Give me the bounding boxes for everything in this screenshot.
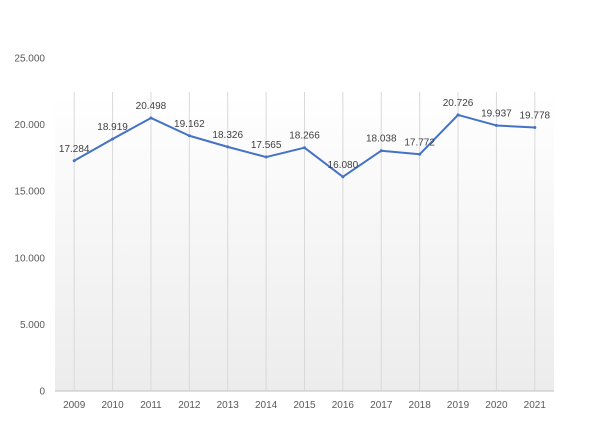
data-label: 20.498 bbox=[136, 101, 167, 112]
x-tick-label: 2017 bbox=[370, 400, 393, 411]
x-tick-label: 2009 bbox=[63, 400, 86, 411]
data-point bbox=[187, 134, 191, 138]
data-point bbox=[533, 126, 537, 130]
x-tick-label: 2016 bbox=[332, 400, 355, 411]
x-tick-label: 2015 bbox=[293, 400, 316, 411]
x-tick-label: 2013 bbox=[217, 400, 240, 411]
data-point bbox=[72, 159, 76, 163]
y-tick-label: 0 bbox=[39, 387, 45, 398]
data-point bbox=[456, 113, 460, 117]
data-label: 18.919 bbox=[97, 122, 128, 133]
y-tick-label: 10.000 bbox=[14, 253, 45, 264]
data-label: 18.038 bbox=[366, 134, 397, 145]
data-label: 20.726 bbox=[443, 98, 474, 109]
data-label: 19.937 bbox=[481, 108, 512, 119]
data-point bbox=[149, 116, 153, 120]
data-labels: 17.284 18.919 20.498 19.162 18.326 17.565 18.2… bbox=[59, 98, 551, 179]
y-tick-label: 15.000 bbox=[14, 187, 45, 198]
data-point bbox=[341, 175, 345, 179]
data-label: 17.565 bbox=[251, 140, 282, 151]
x-tick-label: 2021 bbox=[524, 400, 547, 411]
data-point bbox=[494, 123, 498, 127]
data-label: 18.326 bbox=[212, 130, 243, 141]
data-label: 17.772 bbox=[404, 137, 435, 148]
x-tick-label: 2010 bbox=[101, 400, 124, 411]
data-label: 18.266 bbox=[289, 131, 320, 142]
gridlines bbox=[73, 92, 536, 391]
data-point bbox=[379, 149, 383, 153]
data-label: 16.080 bbox=[328, 160, 359, 171]
y-axis-ticks: 0 5.000 10.000 15.000 20.000 25.000 bbox=[14, 54, 45, 398]
data-label: 17.284 bbox=[59, 144, 90, 155]
data-label: 19.778 bbox=[520, 111, 551, 122]
x-tick-label: 2012 bbox=[178, 400, 201, 411]
x-tick-label: 2019 bbox=[447, 400, 470, 411]
y-tick-label: 5.000 bbox=[20, 320, 45, 331]
y-tick-label: 20.000 bbox=[14, 120, 45, 131]
x-tick-label: 2011 bbox=[140, 400, 162, 411]
data-point bbox=[111, 137, 115, 141]
x-axis-ticks: 2009 2010 2011 2012 2013 2014 2015 2016 2017 2018… bbox=[63, 400, 546, 411]
y-tick-label: 25.000 bbox=[14, 54, 45, 65]
data-point bbox=[418, 152, 422, 156]
x-tick-label: 2014 bbox=[255, 400, 278, 411]
x-tick-label: 2018 bbox=[409, 400, 432, 411]
data-point bbox=[303, 146, 306, 150]
data-label: 19.162 bbox=[174, 119, 205, 130]
data-point bbox=[226, 145, 230, 149]
x-tick-label: 2020 bbox=[485, 400, 508, 411]
data-point bbox=[264, 155, 268, 159]
